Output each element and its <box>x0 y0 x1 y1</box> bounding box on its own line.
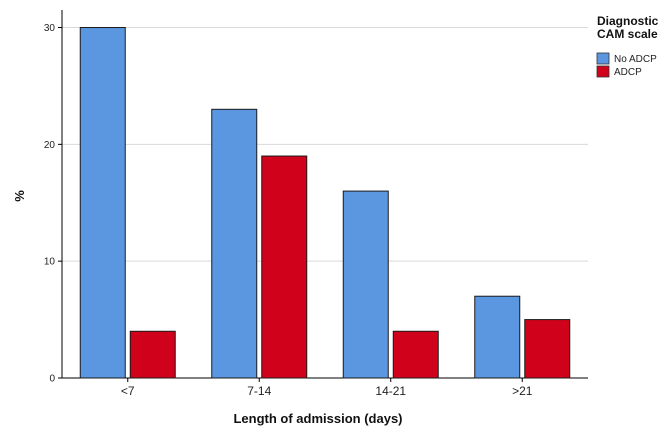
legend-title-line-1: Diagnostic <box>597 14 659 28</box>
legend: Diagnostic CAM scale No ADCP ADCP <box>596 14 659 78</box>
bar-no-adcp-1 <box>211 108 258 379</box>
bar-no-adcp-2 <box>342 190 389 379</box>
bar-adcp-0 <box>129 330 176 379</box>
bars <box>79 27 571 379</box>
bar-adcp-1 <box>261 155 308 379</box>
y-tick-label: 30 <box>44 23 56 34</box>
y-axis-ticks: 0 10 20 30 <box>44 23 62 385</box>
legend-swatch-adcp <box>596 65 610 78</box>
bar-adcp-2 <box>392 330 439 379</box>
bar-no-adcp-0 <box>79 27 126 379</box>
y-tick-label: 10 <box>44 257 56 268</box>
x-axis-title: Length of admission (days) <box>233 411 402 426</box>
y-axis-title: % <box>12 190 27 202</box>
legend-label-adcp: ADCP <box>614 67 642 78</box>
legend-label-no-adcp: No ADCP <box>614 54 657 65</box>
bar-adcp-3 <box>524 319 571 379</box>
legend-swatch-no-adcp <box>596 52 610 65</box>
y-tick-label: 20 <box>44 140 56 151</box>
y-tick-label: 0 <box>49 374 55 385</box>
bar-no-adcp-3 <box>474 295 521 379</box>
gridlines <box>62 27 588 262</box>
x-category-label: 7-14 <box>247 384 271 398</box>
x-category-label: <7 <box>121 384 135 398</box>
x-axis-categories: <7 7-14 14-21 >21 <box>121 378 533 398</box>
legend-title-line-2: CAM scale <box>597 27 658 41</box>
x-category-label: 14-21 <box>375 384 406 398</box>
x-category-label: >21 <box>512 384 533 398</box>
